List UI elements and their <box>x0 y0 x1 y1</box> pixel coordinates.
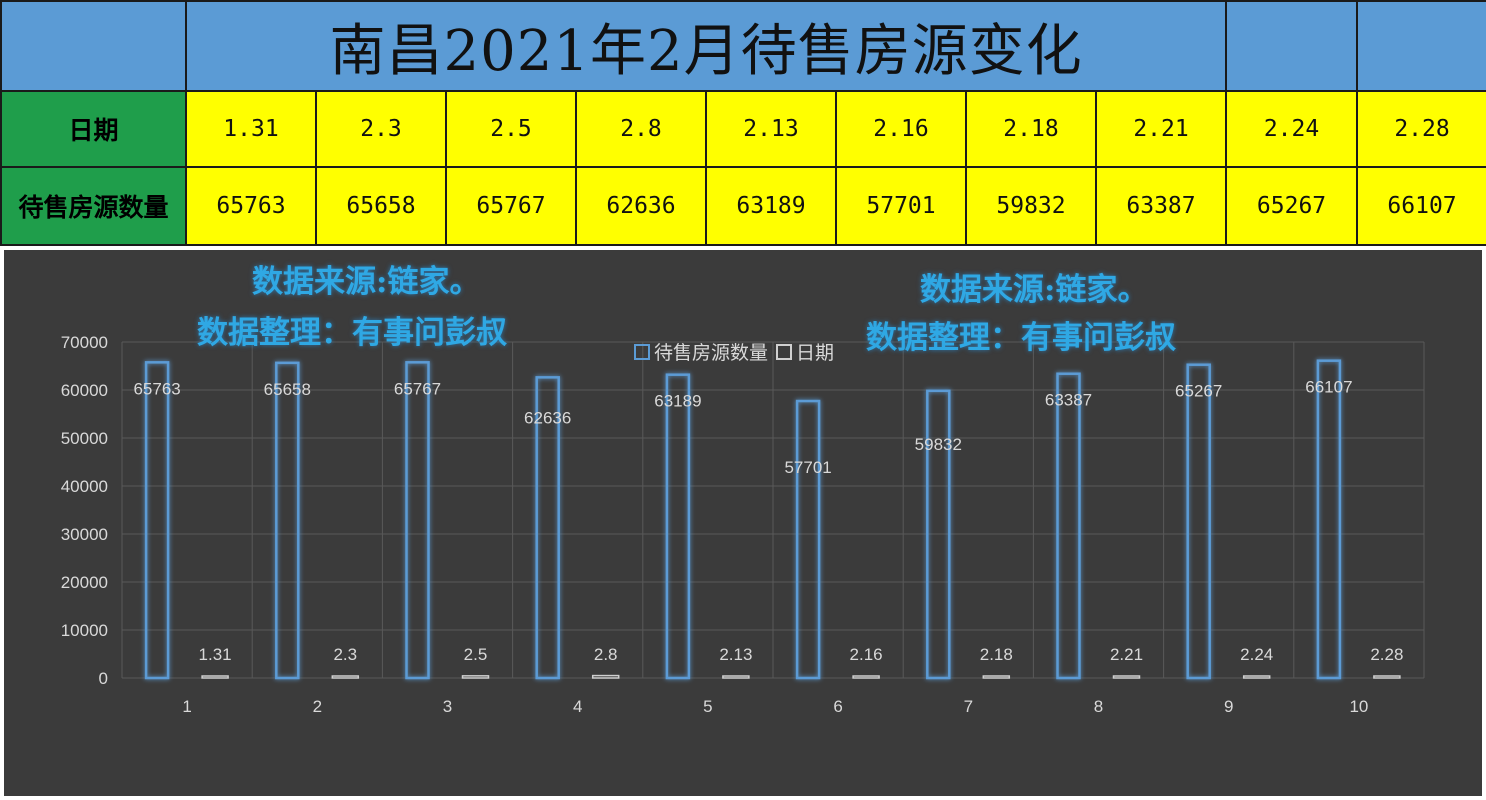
table-title[interactable]: 南昌2021年2月待售房源变化 <box>184 0 1228 92</box>
bar-count <box>665 373 691 680</box>
count-cell[interactable]: 63387 <box>1094 166 1228 246</box>
count-cell[interactable]: 65267 <box>1225 166 1359 246</box>
x-tick-label: 1 <box>182 697 191 716</box>
date-cell[interactable]: 2.21 <box>1094 90 1228 168</box>
count-cell[interactable]: 66107 <box>1356 166 1486 246</box>
bar-count <box>1316 359 1342 680</box>
legend-label-count: 待售房源数量 <box>654 342 769 364</box>
y-tick-label: 70000 <box>61 333 108 352</box>
bar-date-label: 2.24 <box>1240 645 1273 664</box>
x-tick-label: 6 <box>833 697 842 716</box>
count-cell[interactable]: 59832 <box>965 166 1097 246</box>
date-cell[interactable]: 1.31 <box>185 90 317 168</box>
x-tick-label: 9 <box>1224 697 1233 716</box>
bar-date <box>982 675 1011 679</box>
x-tick-label: 3 <box>443 697 452 716</box>
y-tick-label: 50000 <box>61 429 108 448</box>
data-table: 南昌2021年2月待售房源变化 日期 1.31 2.3 2.5 2.8 2.13 2.16… <box>0 0 1486 248</box>
bar-date <box>722 675 750 679</box>
x-tick-label: 10 <box>1349 697 1368 716</box>
bar-count-label: 65763 <box>133 379 180 398</box>
count-cell[interactable]: 57701 <box>835 166 967 246</box>
x-tick-label: 8 <box>1094 697 1103 716</box>
date-cell[interactable]: 2.3 <box>315 90 447 168</box>
bar-date <box>591 674 620 679</box>
count-cell[interactable]: 65658 <box>315 166 447 246</box>
bar-count-label: 66107 <box>1305 378 1352 397</box>
legend-swatch-date <box>776 343 793 360</box>
x-tick-label: 4 <box>573 697 582 716</box>
bar-count <box>1056 372 1081 680</box>
bar-date <box>201 675 229 679</box>
annotation-source-right: 数据来源:链家。 <box>920 272 1149 308</box>
legend-label-date: 日期 <box>796 342 835 364</box>
bar-date-label: 2.13 <box>719 645 752 664</box>
bar-date-label: 1.31 <box>199 645 232 664</box>
bar-count <box>405 361 430 680</box>
date-cell[interactable]: 2.18 <box>965 90 1097 168</box>
title-blank-cell[interactable] <box>1225 0 1359 92</box>
bar-count-label: 65658 <box>264 380 311 399</box>
bar-date-label: 2.18 <box>980 645 1013 664</box>
annotation-source-left: 数据来源:链家。 <box>252 264 481 300</box>
x-tick-label: 7 <box>964 697 973 716</box>
y-tick-label: 0 <box>99 669 108 688</box>
bar-count <box>1186 363 1211 680</box>
date-cell[interactable]: 2.28 <box>1356 90 1486 168</box>
count-header[interactable]: 待售房源数量 <box>0 166 187 246</box>
date-header[interactable]: 日期 <box>0 90 187 168</box>
date-cell[interactable]: 2.13 <box>705 90 837 168</box>
count-cell[interactable]: 63189 <box>705 166 837 246</box>
bar-date <box>1373 675 1401 679</box>
x-tick-label: 5 <box>703 697 712 716</box>
bar-date-label: 2.5 <box>464 645 488 664</box>
bar-chart: 0100002000030000400005000060000700006576… <box>61 333 1425 716</box>
count-cell[interactable]: 65767 <box>445 166 577 246</box>
y-tick-label: 20000 <box>61 573 108 592</box>
chart-panel[interactable]: 0 10000 20000 30000 40000 50000 60000 70000 6576… <box>4 250 1482 796</box>
bar-count-label: 57701 <box>784 458 831 477</box>
bar-count-label: 65267 <box>1175 382 1222 401</box>
date-cell[interactable]: 2.8 <box>575 90 707 168</box>
legend-swatch-count <box>634 343 650 360</box>
bar-count-label: 63189 <box>654 392 701 411</box>
count-cell[interactable]: 65763 <box>185 166 317 246</box>
y-tick-label: 10000 <box>61 621 108 640</box>
count-cell[interactable]: 62636 <box>575 166 707 246</box>
bar-count-label: 59832 <box>915 435 962 454</box>
bar-count <box>275 361 300 680</box>
bar-count <box>144 361 170 680</box>
bar-date <box>331 675 360 679</box>
title-blank-cell[interactable] <box>0 0 187 92</box>
y-tick-label: 40000 <box>61 477 108 496</box>
bar-date-label: 2.8 <box>594 645 618 664</box>
bar-date-label: 2.21 <box>1110 645 1143 664</box>
bar-date <box>1112 675 1141 679</box>
annotation-author-left: 数据整理：有事问彭叔 <box>197 315 507 351</box>
date-cell[interactable]: 2.5 <box>445 90 577 168</box>
y-tick-label: 30000 <box>61 525 108 544</box>
bar-count-label: 63387 <box>1045 391 1092 410</box>
chart-legend: 待售房源数量 日期 <box>634 338 834 365</box>
date-cell[interactable]: 2.16 <box>835 90 967 168</box>
bar-count-label: 62636 <box>524 408 571 427</box>
y-tick-label: 60000 <box>61 381 108 400</box>
bar-date-label: 2.28 <box>1370 645 1403 664</box>
bar-count <box>926 389 951 680</box>
bar-date <box>852 675 880 679</box>
bar-date <box>461 675 490 679</box>
bar-date <box>1242 675 1271 679</box>
title-blank-cell[interactable] <box>1356 0 1486 92</box>
bar-date-label: 2.16 <box>850 645 883 664</box>
bar-count <box>795 399 821 680</box>
date-cell[interactable]: 2.24 <box>1225 90 1359 168</box>
bar-count <box>535 376 560 680</box>
annotation-author-right: 数据整理：有事问彭叔 <box>866 320 1176 356</box>
bar-date-label: 2.3 <box>333 645 357 664</box>
bar-count-label: 65767 <box>394 379 441 398</box>
x-tick-label: 2 <box>313 697 322 716</box>
